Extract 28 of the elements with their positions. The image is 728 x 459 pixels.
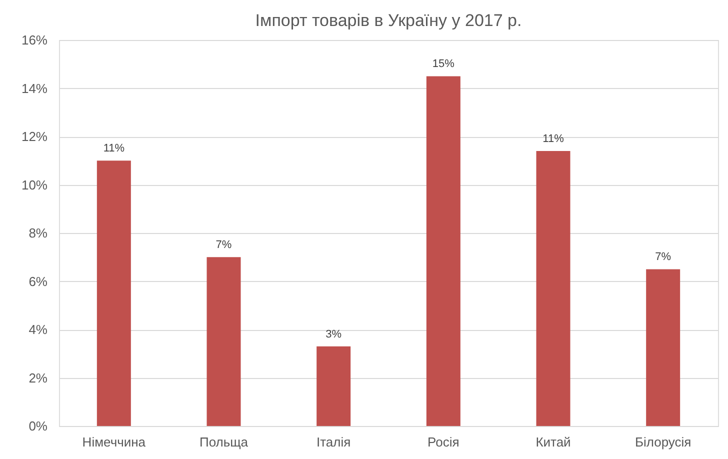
data-label: 15%	[432, 58, 455, 70]
bar	[316, 346, 351, 426]
data-label: 7%	[216, 239, 232, 252]
bar	[646, 269, 680, 426]
x-tick-label: Польща	[199, 434, 249, 450]
data-label: 11%	[103, 142, 125, 155]
bar	[96, 160, 131, 426]
y-tick-label: 14%	[21, 80, 48, 96]
y-tick-label: 12%	[21, 129, 48, 144]
x-tick-label: Італія	[316, 434, 351, 450]
data-label: 11%	[542, 132, 564, 145]
data-label: 7%	[655, 251, 672, 264]
y-tick-label: 10%	[21, 177, 48, 192]
x-tick-label: Китай	[536, 434, 571, 450]
chart-title: Імпорт товарів в Україну у 2017 р.	[255, 11, 522, 30]
bar	[536, 150, 570, 426]
y-tick-label: 2%	[28, 370, 48, 386]
y-tick-label: 0%	[28, 418, 48, 434]
data-label: 3%	[326, 328, 342, 340]
y-tick-label: 8%	[28, 226, 48, 240]
y-tick-label: 16%	[21, 32, 48, 48]
y-tick-label: 6%	[28, 274, 48, 289]
bar	[206, 257, 241, 426]
x-tick-label: Білорусія	[634, 434, 692, 450]
y-tick-label: 4%	[28, 322, 48, 337]
x-tick-label: Німеччина	[82, 434, 146, 450]
bar	[426, 76, 460, 426]
x-tick-label: Росія	[428, 434, 460, 450]
